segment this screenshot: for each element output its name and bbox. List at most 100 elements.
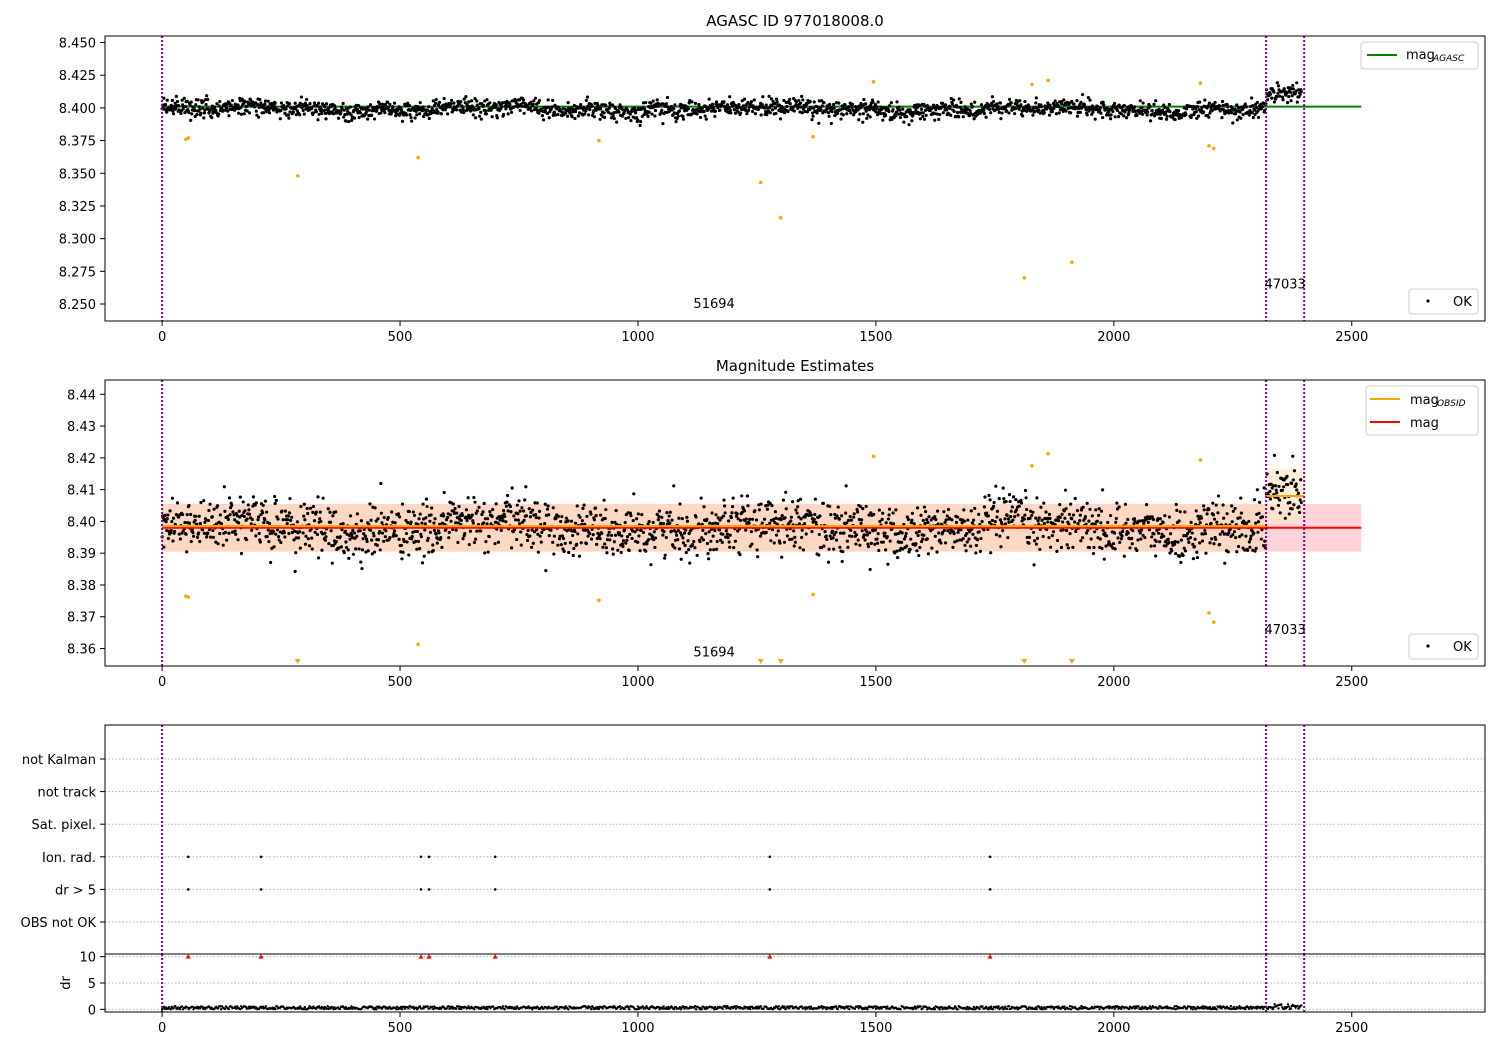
agasc-point-ok <box>501 112 506 117</box>
agasc-point-ok <box>1231 121 1235 125</box>
magnitude-point-ok <box>1073 520 1077 524</box>
magnitude-point-ok <box>893 551 897 555</box>
magnitude-point-ok <box>1252 531 1256 535</box>
magnitude-point-ok <box>637 534 641 538</box>
magnitude-point-ok <box>1235 550 1239 554</box>
dr-point <box>790 1005 794 1008</box>
magnitude-point-ok <box>1239 496 1243 500</box>
magnitude-point-ok <box>539 540 543 544</box>
agasc-point-ok <box>767 94 771 99</box>
agasc-point-ok <box>308 102 312 106</box>
agasc-point-ok <box>894 114 898 118</box>
agasc-point-ok <box>922 117 927 121</box>
agasc-point-ok <box>282 103 286 108</box>
magnitude-point-ok <box>483 517 487 521</box>
agasc-point-ok <box>1018 99 1022 103</box>
agasc-point-ok <box>465 103 469 107</box>
magnitude-point-ok <box>286 514 290 518</box>
magnitude-point-ok <box>883 531 887 535</box>
magnitude-point-ok <box>797 515 801 519</box>
agasc-point-ok <box>693 101 698 105</box>
agasc-point-ok <box>1255 100 1259 105</box>
agasc-point-ok <box>279 108 283 113</box>
magnitude-point-ok <box>563 541 567 546</box>
dr-point <box>857 1006 860 1010</box>
agasc-point-ok <box>1120 108 1125 113</box>
agasc-point-ok <box>1152 114 1157 118</box>
agasc-point-ok <box>769 97 773 101</box>
magnitude-point-ok <box>221 543 225 547</box>
magnitude-point-ok <box>530 528 534 532</box>
magnitude-point-ok <box>509 546 514 550</box>
dr-point <box>234 1005 237 1008</box>
magnitude-point-ok <box>1297 505 1301 509</box>
magnitude-point-ok <box>479 529 483 533</box>
magnitude-point-ok <box>614 509 618 513</box>
magnitude-point-ok <box>1195 550 1199 554</box>
magnitude-point-ok <box>1042 521 1046 526</box>
dr-point <box>457 1007 461 1010</box>
agasc-point-outlier <box>1198 81 1203 85</box>
agasc-point-ok <box>762 106 767 110</box>
magnitude-point-ok <box>371 531 375 535</box>
agasc-point-ok <box>1220 99 1225 104</box>
agasc-point-ok <box>199 111 203 115</box>
agasc-point-ok <box>827 114 831 118</box>
magnitude-point-ok <box>631 519 635 523</box>
magnitude-point-ok <box>301 531 305 535</box>
agasc-point-ok <box>355 107 359 112</box>
magnitude-point-ok <box>923 510 928 514</box>
magnitude-point-ok <box>774 516 778 520</box>
magnitude-point-ok <box>1195 555 1199 560</box>
magnitude-point-ok <box>582 503 586 507</box>
agasc-point-ok <box>995 102 999 106</box>
magnitude-point-ok <box>258 540 262 544</box>
magnitude-point-ok <box>1100 488 1105 492</box>
magnitude-point-ok <box>1058 503 1062 507</box>
magnitude-point-ok <box>619 550 623 555</box>
magnitude-point-ok <box>1086 528 1090 533</box>
magnitude-point-ok <box>992 500 996 505</box>
agasc-point-ok <box>245 104 249 109</box>
magnitude-point-ok <box>866 544 871 549</box>
agasc-point-ok <box>262 106 266 110</box>
dr-point <box>885 1007 888 1010</box>
dr-point <box>866 1007 869 1011</box>
agasc-point-ok <box>865 116 869 120</box>
agasc-point-ok <box>263 99 268 103</box>
dr-point <box>809 1005 813 1008</box>
agasc-point-ok <box>889 101 893 105</box>
magnitude-point-ok <box>263 518 267 522</box>
magnitude-point-ok <box>1154 539 1158 543</box>
agasc-point-ok <box>193 108 197 113</box>
magnitude-point-ok <box>900 531 904 535</box>
magnitude-point-ok <box>684 528 688 532</box>
dr-point <box>657 1006 661 1009</box>
magnitude-point-ok <box>189 512 193 517</box>
dr-point <box>725 1007 728 1010</box>
agasc-point-ok <box>1184 112 1188 117</box>
dr-point <box>445 1007 448 1010</box>
agasc-point-ok <box>318 105 322 109</box>
agasc-point-ok <box>703 114 707 118</box>
dr-point <box>350 1005 353 1008</box>
dr-point <box>742 1007 745 1010</box>
magnitude-point-ok <box>1103 531 1107 535</box>
magnitude-point-ok <box>1073 496 1077 501</box>
magnitude-point-ok <box>1102 557 1106 561</box>
magnitude-point-ok <box>329 529 333 533</box>
dr-point <box>238 1007 242 1011</box>
agasc-point-ok <box>738 111 743 115</box>
magnitude-point-ok <box>909 521 913 525</box>
agasc-point-ok <box>495 116 499 120</box>
magnitude-point-ok <box>967 537 971 541</box>
magnitude-point-ok <box>793 535 797 539</box>
magnitude-point-ok <box>662 530 666 534</box>
magnitude-point-ok <box>1272 453 1277 457</box>
magnitude-point-ok <box>842 531 846 535</box>
agasc-point-ok <box>237 111 241 115</box>
magnitude-point-ok <box>723 511 727 515</box>
agasc-point-ok <box>1202 110 1206 114</box>
magnitude-point-ok <box>1290 507 1294 511</box>
magnitude-point-ok <box>512 514 516 518</box>
